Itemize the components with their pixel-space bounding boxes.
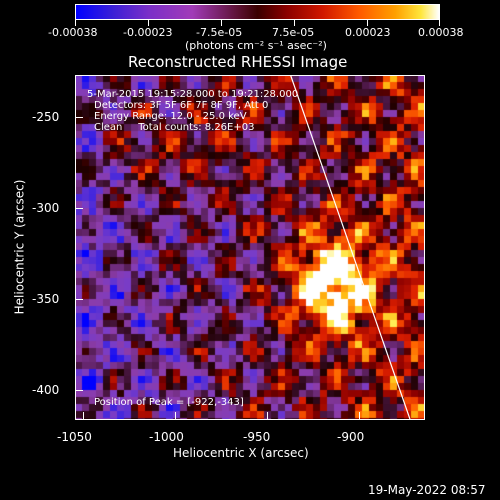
- x-tick-label: -1000: [149, 430, 184, 444]
- x-tick: [83, 412, 84, 420]
- info-detectors: Detectors: 3F 5F 6F 7F 8F 9F, Att 0: [94, 100, 269, 111]
- colorbar: [75, 4, 440, 20]
- colorbar-tick: [75, 20, 76, 26]
- heatmap-image: [75, 75, 425, 420]
- solar-limb-line: [289, 75, 411, 420]
- info-total-counts: Clean Total counts: 8.26E+03: [94, 122, 255, 133]
- x-axis-label: Heliocentric X (arcsec): [173, 446, 309, 460]
- colorbar-tick-label: -0.00023: [123, 26, 173, 39]
- plot-title: Reconstructed RHESSI Image: [128, 53, 348, 71]
- x-tick: [267, 412, 268, 420]
- colorbar-unit-label: (photons cm⁻² s⁻¹ asec⁻²): [185, 39, 327, 52]
- colorbar-tick-label: -0.00038: [48, 26, 98, 39]
- y-tick-label: -250: [32, 110, 60, 124]
- x-tick-label: -1050: [57, 430, 92, 444]
- colorbar-tick-label: 0.00038: [418, 26, 464, 39]
- y-tick-label: -350: [32, 292, 60, 306]
- info-time-range: 5-Mar-2015 19:15:28.000 to 19:21:28.000: [87, 89, 299, 100]
- x-tick: [175, 412, 176, 420]
- colorbar-tick-label: 0.00023: [345, 26, 391, 39]
- colorbar-tick: [439, 20, 440, 26]
- x-tick: [359, 412, 360, 420]
- y-tick: [75, 299, 83, 300]
- colorbar-tick-label: 7.5e-05: [272, 26, 315, 39]
- colorbar-tick: [367, 20, 368, 26]
- y-axis-label: Heliocentric Y (arcsec): [12, 179, 27, 315]
- colorbar-tick: [148, 20, 149, 26]
- colorbar-tick: [294, 20, 295, 26]
- solar-limb-overlay: [289, 75, 411, 420]
- footer-timestamp: 19-May-2022 08:57: [368, 483, 486, 497]
- y-tick-label: -400: [32, 383, 60, 397]
- y-tick: [75, 208, 83, 209]
- y-tick: [75, 117, 83, 118]
- colorbar-tick-label: -7.5e-05: [196, 26, 243, 39]
- x-tick-label: -900: [337, 430, 365, 444]
- info-energy-range: Energy Range: 12.0 - 25.0 keV: [94, 111, 247, 122]
- colorbar-tick: [221, 20, 222, 26]
- y-tick-label: -300: [32, 201, 60, 215]
- y-tick: [75, 390, 83, 391]
- info-peak-position: Position of Peak = [-922,-343]: [94, 397, 244, 408]
- x-tick-label: -950: [243, 430, 271, 444]
